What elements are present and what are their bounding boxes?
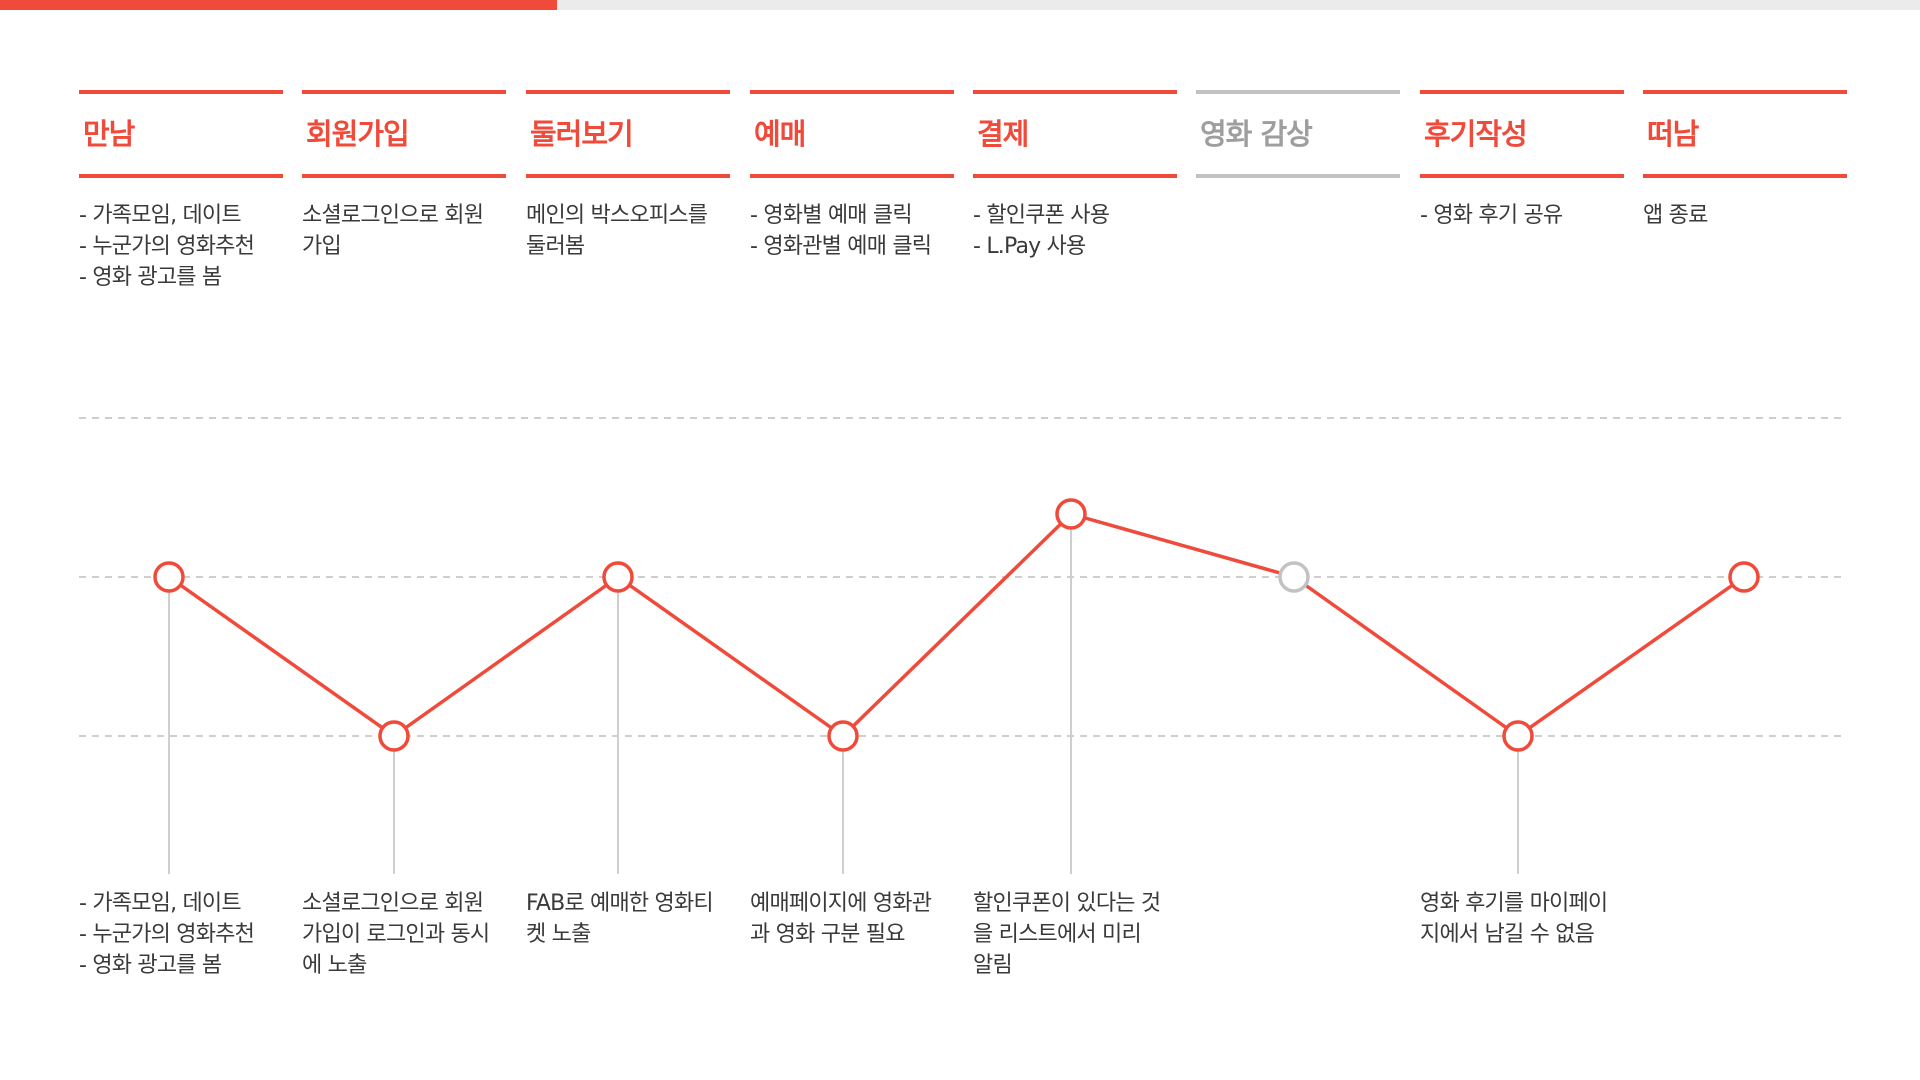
description-line: 가입이 로그인과 동시 bbox=[302, 922, 490, 947]
description-line: - 할인쿠폰 사용 bbox=[973, 203, 1110, 228]
description-line: - 영화 후기 공유 bbox=[1420, 203, 1563, 228]
description-line: 둘러봄 bbox=[526, 234, 585, 259]
description-line: 을 리스트에서 미리 bbox=[973, 922, 1142, 947]
description-line: 지에서 남길 수 없음 bbox=[1420, 922, 1595, 947]
stage-name: 떠남 bbox=[1647, 117, 1699, 151]
stage-rule-top bbox=[79, 90, 283, 94]
description-line: 메인의 박스오피스를 bbox=[526, 203, 708, 228]
stage-action-8: 앱 종료 bbox=[1643, 200, 1863, 231]
description-line: 가입 bbox=[302, 234, 342, 259]
stage-rule-top bbox=[526, 90, 730, 94]
description-line: - 영화별 예매 클릭 bbox=[750, 203, 913, 228]
stage-rule-bottom bbox=[973, 174, 1177, 178]
stage-5: 결제 bbox=[973, 90, 1177, 178]
description-line: - 영화 광고를 봄 bbox=[79, 265, 222, 290]
description-line: 에 노출 bbox=[302, 953, 367, 978]
description-line: 알림 bbox=[973, 953, 1013, 978]
satisfaction-point-2 bbox=[378, 720, 410, 752]
description-line: - 가족모임, 데이트 bbox=[79, 891, 242, 916]
stage-rule-top bbox=[1643, 90, 1847, 94]
satisfaction-point-3 bbox=[602, 561, 634, 593]
stage-action-7: - 영화 후기 공유 bbox=[1420, 200, 1640, 231]
stage-2: 회원가입 bbox=[302, 90, 506, 178]
stage-rule-top bbox=[750, 90, 954, 94]
stage-name: 회원가입 bbox=[306, 117, 410, 151]
stage-4: 예매 bbox=[750, 90, 954, 178]
stage-rule-top bbox=[1196, 90, 1400, 94]
stage-name: 영화 감상 bbox=[1200, 117, 1313, 151]
stage-rule-top bbox=[1420, 90, 1624, 94]
description-line: - 누군가의 영화추천 bbox=[79, 234, 255, 259]
satisfaction-line bbox=[167, 512, 1746, 738]
description-line: 앱 종료 bbox=[1643, 203, 1708, 228]
description-line: 할인쿠폰이 있다는 것 bbox=[973, 891, 1161, 916]
satisfaction-point-4 bbox=[827, 720, 859, 752]
stage-1: 만남 bbox=[79, 90, 283, 178]
stage-rule-bottom bbox=[1420, 174, 1624, 178]
stage-rule-top bbox=[973, 90, 1177, 94]
stage-rule-top bbox=[302, 90, 506, 94]
stage-name: 만남 bbox=[83, 117, 135, 151]
stage-3: 둘러보기 bbox=[526, 90, 730, 178]
stage-rule-bottom bbox=[1196, 174, 1400, 178]
description-line: - 가족모임, 데이트 bbox=[79, 203, 242, 228]
stage-rule-bottom bbox=[750, 174, 954, 178]
stage-name: 결제 bbox=[977, 117, 1029, 151]
stage-action-1: - 가족모임, 데이트 - 누군가의 영화추천 - 영화 광고를 봄 bbox=[79, 200, 299, 293]
satisfaction-point-7 bbox=[1502, 720, 1534, 752]
description-line: - 누군가의 영화추천 bbox=[79, 922, 255, 947]
description-line: FAB로 예매한 영화티 bbox=[526, 891, 714, 916]
satisfaction-point-8 bbox=[1728, 561, 1760, 593]
stage-7: 후기작성 bbox=[1420, 90, 1624, 178]
description-line: - L.Pay 사용 bbox=[973, 234, 1086, 259]
stage-6: 영화 감상 bbox=[1196, 90, 1400, 178]
description-line: 과 영화 구분 필요 bbox=[750, 922, 905, 947]
satisfaction-point-1 bbox=[153, 561, 185, 593]
stage-name: 예매 bbox=[754, 117, 806, 151]
description-line: 켓 노출 bbox=[526, 922, 591, 947]
stage-name: 둘러보기 bbox=[530, 117, 634, 151]
progress-track bbox=[0, 0, 1920, 10]
description-line: 소셜로그인으로 회원 bbox=[302, 203, 484, 228]
description-line: 예매페이지에 영화관 bbox=[750, 891, 932, 916]
stage-rule-bottom bbox=[302, 174, 506, 178]
satisfaction-point-6 bbox=[1278, 561, 1310, 593]
stage-8: 떠남 bbox=[1643, 90, 1847, 178]
stage-action-5: - 할인쿠폰 사용 - L.Pay 사용 bbox=[973, 200, 1193, 262]
stage-rule-bottom bbox=[1643, 174, 1847, 178]
stage-rule-bottom bbox=[526, 174, 730, 178]
stage-action-4: - 영화별 예매 클릭 - 영화관별 예매 클릭 bbox=[750, 200, 970, 262]
stage-rule-bottom bbox=[79, 174, 283, 178]
description-line: 소셜로그인으로 회원 bbox=[302, 891, 484, 916]
description-line: 영화 후기를 마이페이 bbox=[1420, 891, 1608, 916]
description-line: - 영화 광고를 봄 bbox=[79, 953, 222, 978]
satisfaction-point-5 bbox=[1055, 498, 1087, 530]
description-line: - 영화관별 예매 클릭 bbox=[750, 234, 932, 259]
stage-insight-1: - 가족모임, 데이트 - 누군가의 영화추천 - 영화 광고를 봄 bbox=[79, 888, 299, 981]
stage-name: 후기작성 bbox=[1424, 117, 1528, 151]
progress-fill bbox=[0, 0, 557, 10]
